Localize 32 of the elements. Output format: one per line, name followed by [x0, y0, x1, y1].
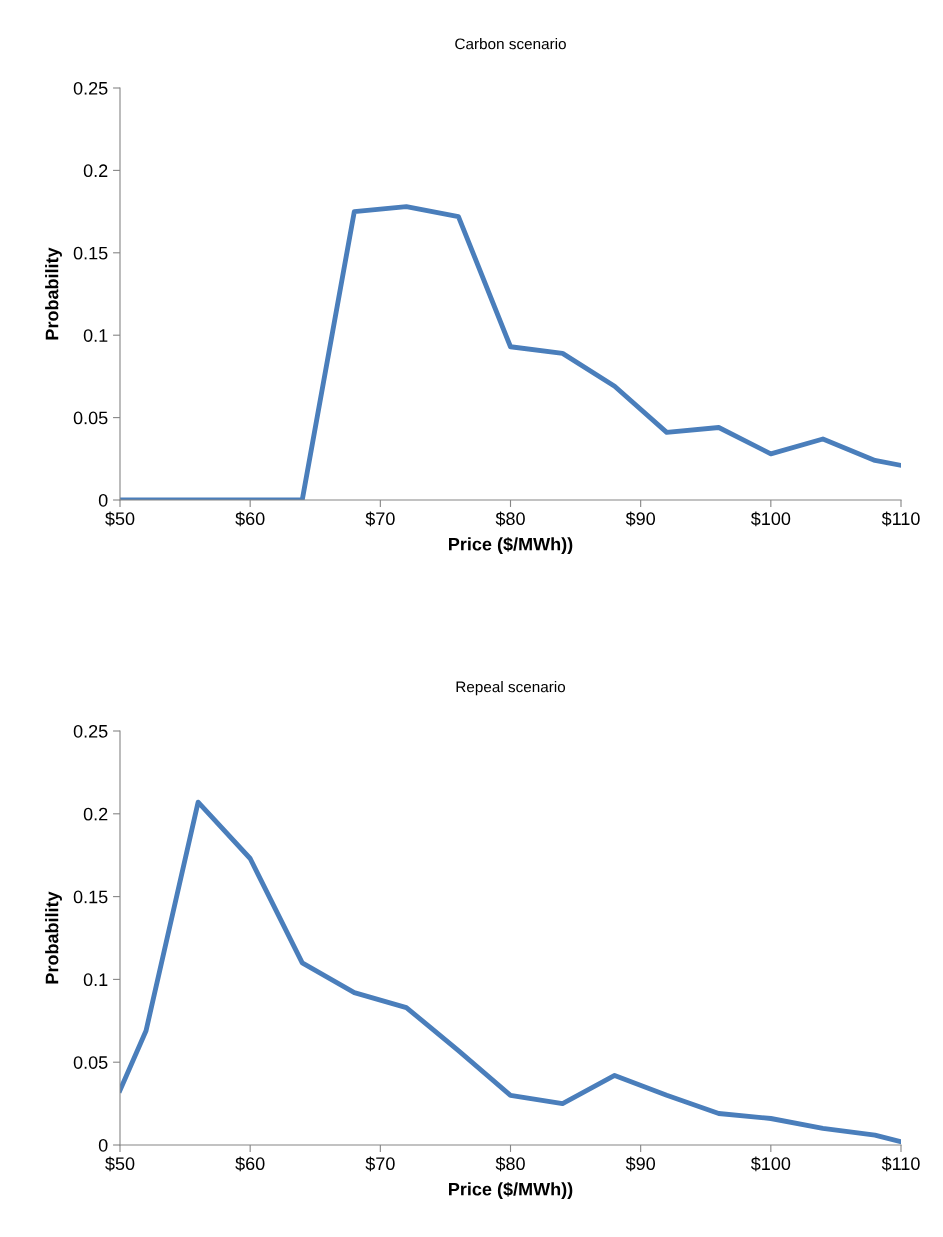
x-tick-label: $60 — [235, 1156, 265, 1172]
y-tick-label: 0.2 — [83, 807, 108, 821]
y-tick-label: 0.1 — [83, 973, 108, 987]
y-axis-title: Probability — [45, 891, 62, 984]
y-tick-label: 0.15 — [73, 246, 108, 260]
x-tick-label: $80 — [495, 1156, 525, 1172]
y-tick-label: 0.2 — [83, 164, 108, 178]
x-tick-label: $80 — [495, 511, 525, 527]
y-tick-label: 0.05 — [73, 1056, 108, 1069]
y-tick-label: 0.1 — [83, 329, 108, 342]
y-tick-label: 0 — [98, 1138, 108, 1152]
x-tick-label: $70 — [365, 1156, 395, 1172]
x-tick-label: $70 — [365, 511, 395, 527]
y-tick-label: 0.25 — [73, 81, 108, 95]
y-tick-label: 0.25 — [73, 724, 108, 738]
x-tick-label: $90 — [625, 511, 656, 527]
chart-title: Repeal scenario — [456, 681, 566, 696]
x-tick-label: $60 — [235, 511, 265, 527]
x-tick-label: $50 — [105, 511, 135, 527]
y-axis-title: Probability — [45, 247, 62, 340]
x-tick-label: $50 — [105, 1156, 135, 1172]
x-tick-label: $110 — [881, 511, 920, 527]
x-tick-label: $100 — [750, 511, 791, 527]
x-tick-label: $90 — [625, 1156, 656, 1172]
x-axis-title: Price ($/MWh)) — [449, 1181, 573, 1200]
y-tick-label: 0.05 — [73, 411, 108, 425]
y-tick-label: 0 — [98, 493, 108, 507]
x-tick-label: $110 — [881, 1156, 920, 1172]
y-tick-label: 0.15 — [73, 890, 108, 904]
chart-title: Carbon scenario — [455, 38, 566, 50]
x-axis-title: Price ($/MWh)) — [449, 536, 573, 555]
x-tick-label: $100 — [750, 1156, 791, 1172]
